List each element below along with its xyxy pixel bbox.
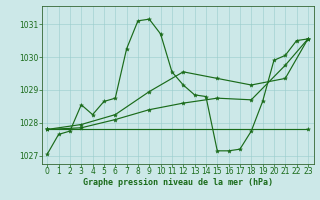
X-axis label: Graphe pression niveau de la mer (hPa): Graphe pression niveau de la mer (hPa) (83, 178, 273, 187)
